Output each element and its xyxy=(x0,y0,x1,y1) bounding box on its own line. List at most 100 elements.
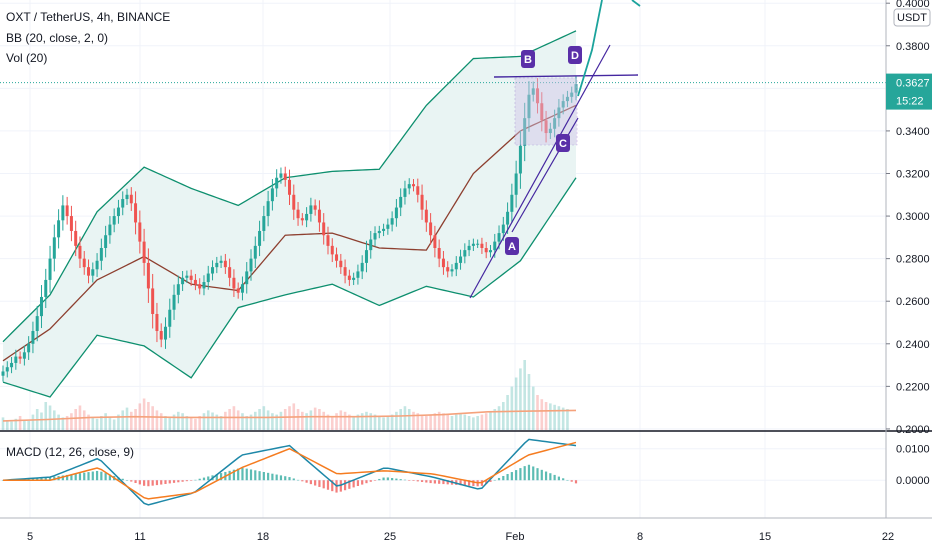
volume-bar xyxy=(566,409,569,430)
macd-signal-line xyxy=(3,441,577,500)
macd-histogram-bar xyxy=(506,474,509,481)
macd-histogram-bar xyxy=(540,469,543,481)
macd-histogram-bar xyxy=(100,471,103,481)
volume-bar xyxy=(18,416,22,430)
candle-body xyxy=(407,184,411,189)
volume-bar xyxy=(433,413,437,430)
macd-histogram-bar xyxy=(121,478,124,481)
volume-bar xyxy=(425,416,428,430)
volume-bar xyxy=(164,416,167,430)
volume-bar xyxy=(27,420,30,430)
last-price-value: 0.3627 xyxy=(896,78,930,90)
candle-body xyxy=(232,277,236,289)
price-tick-label: 0.2000 xyxy=(896,424,930,436)
macd-histogram-bar xyxy=(177,480,180,483)
macd-histogram-bar xyxy=(228,470,231,481)
macd-histogram-bar xyxy=(61,475,64,481)
candle-body xyxy=(245,271,249,285)
volume-bar xyxy=(5,420,9,430)
volume-bar xyxy=(339,410,343,430)
candle-body xyxy=(313,205,317,210)
volume-bar xyxy=(506,395,509,430)
macd-histogram-bar xyxy=(412,480,415,481)
candle-body xyxy=(296,209,300,219)
candle-body xyxy=(22,352,26,359)
macd-histogram-bar xyxy=(544,471,548,481)
candle-body xyxy=(480,243,484,248)
projection-arrow-head xyxy=(631,0,641,7)
macd-histogram-bar xyxy=(185,480,188,482)
legend-macd[interactable]: MACD (12, 26, close, 9) xyxy=(6,445,135,459)
macd-histogram-bar xyxy=(472,480,475,487)
candle-body xyxy=(65,205,69,217)
legend-bollinger[interactable]: BB (20, close, 2, 0) xyxy=(6,31,109,45)
macd-histogram-bar xyxy=(309,480,312,485)
macd-histogram-bar xyxy=(420,480,424,482)
candle-body xyxy=(236,288,240,293)
candle-body xyxy=(412,184,416,187)
candle-body xyxy=(163,326,167,340)
candle-body xyxy=(510,194,514,212)
candle-body xyxy=(416,186,420,195)
time-tick-label: Feb xyxy=(506,531,525,543)
macd-histogram-bar xyxy=(262,471,265,481)
volume-bar xyxy=(377,416,381,430)
candle-body xyxy=(429,222,433,236)
volume-bar xyxy=(87,414,90,430)
volume-bar xyxy=(275,414,278,430)
macd-histogram-bar xyxy=(288,477,291,481)
candle-body xyxy=(116,207,120,217)
macd-histogram-bar xyxy=(489,480,492,482)
volume-bar xyxy=(228,409,231,430)
volume-bar xyxy=(211,412,214,430)
volume-bar xyxy=(536,395,539,430)
volume-bar xyxy=(40,412,43,430)
pattern-point-badge xyxy=(556,134,570,152)
macd-histogram-bar xyxy=(305,480,308,483)
candle-body xyxy=(279,173,283,178)
candle-body xyxy=(467,245,471,251)
volume-bar xyxy=(412,411,415,430)
pattern-point-badge xyxy=(505,237,519,255)
macd-histogram-bar xyxy=(138,480,141,485)
candle-body xyxy=(330,245,334,255)
macd-histogram-bar xyxy=(369,480,372,482)
macd-histogram-bar xyxy=(271,473,274,481)
volume-bar xyxy=(215,414,219,430)
macd-histogram-bar xyxy=(53,476,56,481)
candle-body xyxy=(39,296,43,317)
volume-bar xyxy=(117,414,120,430)
candle-body xyxy=(121,199,125,208)
candle-body xyxy=(446,267,450,272)
volume-bar xyxy=(335,413,338,430)
time-tick-label: 22 xyxy=(882,531,894,543)
candle-body xyxy=(112,216,116,225)
volume-bar xyxy=(322,411,326,430)
volume-bar xyxy=(249,414,253,430)
candle-body xyxy=(52,237,56,259)
candle-body xyxy=(531,88,535,95)
candle-body xyxy=(142,241,146,263)
legend-volume[interactable]: Vol (20) xyxy=(6,51,48,65)
macd-histogram-bar xyxy=(267,472,270,481)
volume-bar xyxy=(561,407,565,430)
volume-bar xyxy=(198,416,202,430)
candle-body xyxy=(61,205,65,221)
volume-bar xyxy=(74,409,77,430)
candle-body xyxy=(104,235,108,248)
candle-body xyxy=(262,216,266,231)
macd-tick-label: 0.0000 xyxy=(896,475,930,487)
macd-histogram-bar xyxy=(190,480,193,481)
candle-body xyxy=(283,173,287,180)
volume-bar xyxy=(454,414,458,430)
candle-body xyxy=(544,120,548,134)
candle-body xyxy=(471,243,475,246)
candle-body xyxy=(518,145,522,174)
candle-body xyxy=(420,194,424,210)
volume-bar xyxy=(61,417,65,430)
legend-symbol[interactable]: OXT / TetherUS, 4h, BINANCE xyxy=(6,10,171,24)
volume-bar xyxy=(82,410,86,430)
volume-bar xyxy=(497,406,501,430)
macd-histogram-bar xyxy=(296,479,300,481)
